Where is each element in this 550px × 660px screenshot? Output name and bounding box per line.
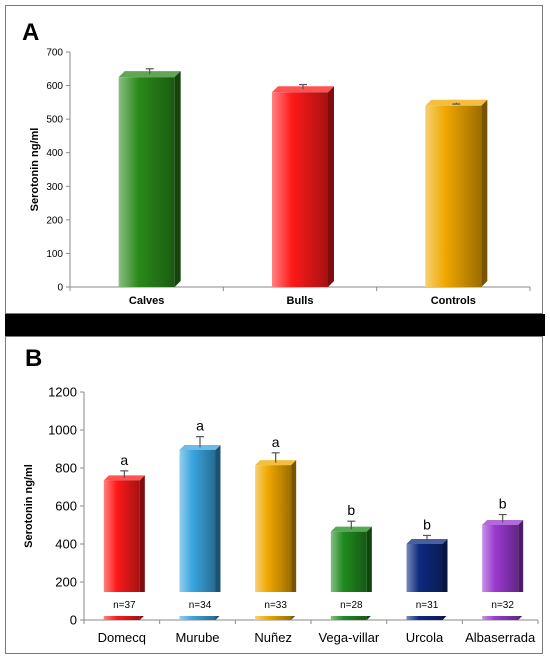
bar-group xyxy=(425,99,488,287)
bar-side-face xyxy=(328,86,334,288)
y-tick-label: 100 xyxy=(46,249,63,260)
significance-letter: b xyxy=(347,502,355,518)
x-category-label: Albaserrada xyxy=(465,630,536,645)
bar-side-face xyxy=(174,71,181,287)
bar-group xyxy=(118,68,181,287)
x-category-label: Domecq xyxy=(98,630,146,645)
bar-side-face xyxy=(481,99,488,287)
x-category-label: Vega-villar xyxy=(318,630,379,645)
sample-size-label: n=33 xyxy=(264,600,287,611)
bar-group: b n=31 xyxy=(400,516,454,620)
sample-size-label: n=34 xyxy=(189,600,212,611)
x-category-label: Calves xyxy=(129,295,164,307)
sample-size-label: n=37 xyxy=(113,600,136,611)
bar-group xyxy=(272,83,334,288)
n-label-background xyxy=(476,592,530,616)
y-tick-label: 500 xyxy=(46,115,63,126)
chart-a: 0 100 200 300 400 500 600 700 Serotonin ng/ml Cal… xyxy=(29,48,531,307)
panel-b-letter: B xyxy=(25,345,43,372)
n-label-background xyxy=(400,592,454,616)
x-category-label: Controls xyxy=(431,295,476,307)
sample-size-label: n=32 xyxy=(491,600,514,611)
bar-side-face xyxy=(291,460,297,620)
y-tick-label: 800 xyxy=(55,461,77,476)
significance-letter: a xyxy=(196,418,204,434)
x-category-label: Urcola xyxy=(406,630,444,645)
chart-b: 0 200 400 600 800 1000 1200 Serotonin ng/ml a n=3… xyxy=(23,385,539,645)
bar-group: a n=37 xyxy=(97,452,151,620)
y-tick-label: 200 xyxy=(55,575,77,590)
y-tick-label: 0 xyxy=(70,613,77,628)
y-tick-label: 400 xyxy=(46,148,63,159)
n-label-background xyxy=(173,592,227,616)
bar-side-face xyxy=(215,444,221,620)
n-label-background xyxy=(97,592,151,616)
y-axis-title: Serotonin ng/ml xyxy=(29,128,41,212)
significance-letter: a xyxy=(120,452,128,468)
y-tick-label: 300 xyxy=(46,182,63,193)
y-tick-label: 1000 xyxy=(48,423,77,438)
significance-letter: b xyxy=(423,516,431,532)
bar-group: a n=34 xyxy=(173,418,227,620)
sample-size-label: n=28 xyxy=(340,600,363,611)
y-tick-label: 700 xyxy=(46,48,63,59)
y-tick-label: 200 xyxy=(46,215,63,226)
n-label-background xyxy=(249,592,303,616)
y-tick-label: 0 xyxy=(57,283,63,294)
bar xyxy=(425,105,482,287)
panel-a-letter: A xyxy=(22,19,40,46)
y-tick-label: 1200 xyxy=(48,385,77,400)
sample-size-label: n=31 xyxy=(416,600,439,611)
significance-letter: b xyxy=(499,496,507,512)
bar xyxy=(272,92,328,288)
panel-divider xyxy=(5,314,545,336)
bar-group: a n=33 xyxy=(249,434,303,620)
n-label-background xyxy=(324,592,378,616)
y-tick-label: 600 xyxy=(55,499,77,514)
bar-group: b n=28 xyxy=(324,502,378,620)
bar xyxy=(179,449,216,620)
y-tick-label: 600 xyxy=(46,81,63,92)
x-category-label: Bulls xyxy=(287,295,314,307)
bar xyxy=(118,77,175,287)
bar-group: b n=32 xyxy=(476,496,530,620)
x-category-label: Nuñez xyxy=(254,630,292,645)
x-category-label: Murube xyxy=(175,630,219,645)
bar-side-face xyxy=(139,475,145,620)
significance-letter: a xyxy=(272,434,280,450)
y-tick-label: 400 xyxy=(55,537,77,552)
y-axis-title: Serotonin ng/ml xyxy=(23,464,35,548)
